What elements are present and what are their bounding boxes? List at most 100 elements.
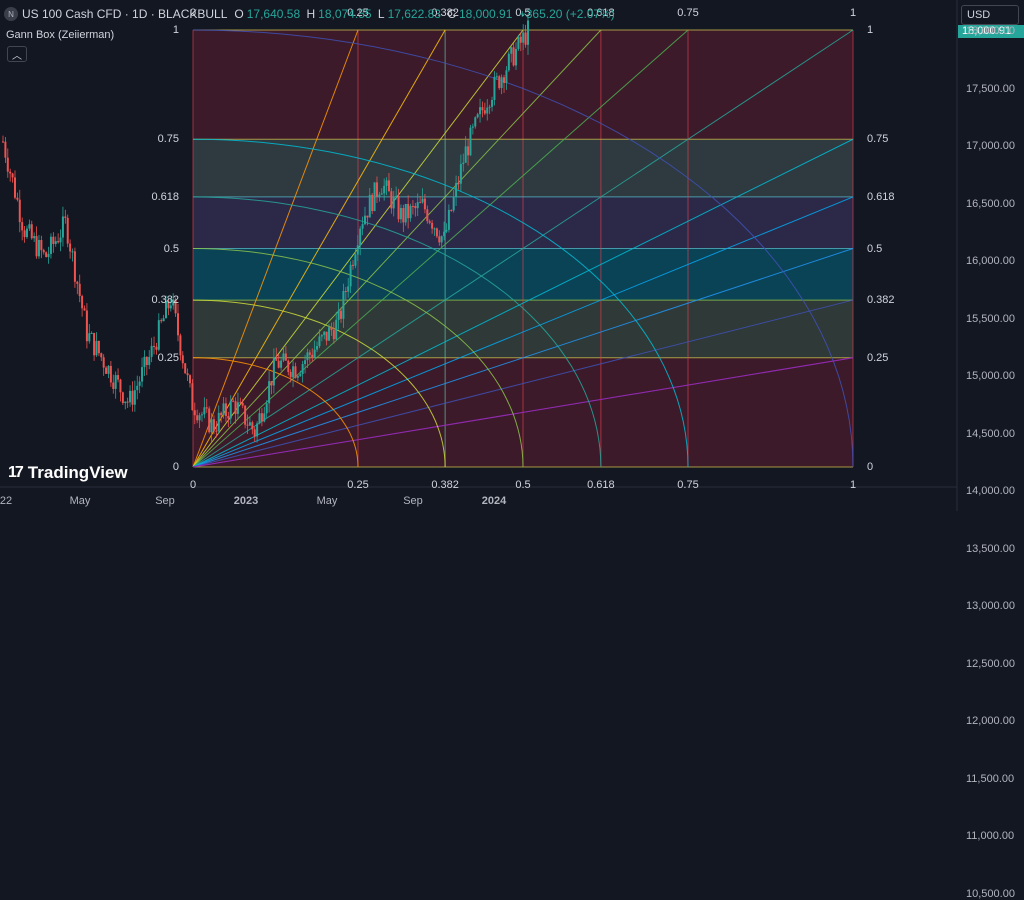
candle-body (133, 390, 136, 405)
candle-body (313, 349, 316, 358)
candle-body (181, 355, 184, 364)
indicator-title[interactable]: Gann Box (Zeiierman) (6, 29, 115, 41)
currency-selector[interactable]: USD (961, 5, 1019, 25)
candle-body (308, 352, 311, 355)
candle-body (241, 402, 244, 406)
candle-body (464, 146, 467, 163)
candle-body (359, 228, 362, 246)
candle-body (138, 381, 141, 386)
gann-arc (192, 196, 602, 468)
time-tick-label: 22 (0, 495, 13, 507)
candle-body (416, 202, 419, 209)
candle-body (289, 371, 292, 378)
candle-body (347, 286, 350, 292)
price-tick-label: 14,000.00 (966, 485, 1015, 497)
candle-body (272, 357, 275, 386)
candle-body (66, 217, 69, 244)
candle-body (352, 264, 354, 266)
candle-body (81, 296, 84, 309)
gann-price-label-right: 0.5 (867, 242, 883, 255)
candle-body (145, 356, 148, 366)
candle-body (368, 194, 371, 218)
candle-body (505, 70, 508, 83)
gann-time-label-top: 0.75 (677, 7, 699, 19)
candle-body (148, 356, 151, 366)
candlestick-series (2, 13, 529, 443)
candle-body (117, 375, 120, 380)
candle-body (124, 401, 127, 404)
price-tick-label: 16,000.00 (966, 255, 1015, 267)
candle-body (256, 423, 259, 437)
candle-body (217, 412, 220, 431)
time-tick-label: May (316, 495, 338, 507)
candle-body (385, 180, 388, 186)
candle-body (45, 252, 48, 258)
chevron-up-icon: ︿ (12, 50, 22, 62)
candle-body (323, 331, 326, 336)
candle-body (344, 290, 347, 292)
gann-time-label-top: 1 (849, 7, 857, 19)
candle-body (383, 185, 386, 194)
candle-body (236, 402, 239, 414)
gann-arc (192, 29, 854, 468)
candle-body (498, 76, 501, 88)
price-tick-label: 11,000.00 (966, 830, 1015, 842)
candle-body (64, 216, 67, 218)
candle-body (119, 379, 122, 393)
symbol-title[interactable]: US 100 Cash CFD · 1D · BLACKBULL (22, 7, 228, 21)
candle-body (200, 414, 203, 416)
time-tick-label: Sep (155, 495, 175, 507)
candle-body (186, 373, 189, 376)
candle-body (404, 203, 407, 223)
candle-body (78, 283, 81, 297)
candle-body (282, 353, 285, 361)
candle-body (426, 209, 429, 222)
candle-body (337, 310, 340, 320)
candle-body (121, 392, 124, 404)
candle-body (69, 243, 72, 252)
candle-body (445, 229, 448, 232)
candle-body (356, 245, 359, 255)
price-tick-label: 12,500.00 (966, 657, 1015, 670)
candle-body (507, 53, 510, 71)
candle-body (270, 381, 273, 386)
gann-time-label: 0.5 (515, 479, 531, 491)
price-tick-label: 10,500.00 (966, 887, 1015, 900)
candle-body (325, 331, 328, 341)
candle-body (443, 231, 446, 237)
gann-fan-line (192, 248, 854, 468)
candle-body (61, 216, 64, 238)
tradingview-logo-icon: 17 (8, 464, 24, 481)
gann-time-label: 1 (849, 479, 857, 491)
collapse-legend-button[interactable]: ︿ (7, 46, 27, 62)
candle-body (21, 222, 24, 231)
gann-time-label-top: 0.25 (347, 7, 369, 19)
candle-body (515, 48, 518, 66)
candle-body (251, 422, 254, 430)
gann-price-label-left: 0.5 (163, 242, 179, 255)
candle-body (37, 239, 40, 257)
tradingview-logo[interactable]: 17 TradingView (8, 463, 128, 483)
gann-fan-line (192, 29, 602, 468)
gann-price-label-right: 1 (867, 24, 874, 36)
candle-body (363, 215, 366, 225)
candle-body (450, 209, 453, 211)
candle-body (342, 290, 345, 319)
price-chart[interactable] (0, 0, 1024, 511)
candle-body (304, 360, 307, 365)
time-tick-label: 2024 (481, 495, 507, 507)
gann-price-label-right: 0.382 (867, 294, 895, 307)
candle-body (296, 375, 299, 378)
price-tick-label: 17,500.00 (966, 82, 1015, 95)
candle-body (503, 77, 506, 83)
gann-price-label-right: 0.75 (867, 133, 889, 146)
candle-body (306, 352, 309, 361)
candle-body (402, 208, 405, 223)
candle-body (491, 100, 494, 107)
candle-body (88, 333, 91, 342)
candle-body (455, 183, 458, 197)
candle-body (428, 221, 431, 223)
symbol-logo-icon[interactable]: N (4, 7, 18, 21)
candle-body (354, 254, 357, 266)
candle-body (222, 403, 225, 416)
